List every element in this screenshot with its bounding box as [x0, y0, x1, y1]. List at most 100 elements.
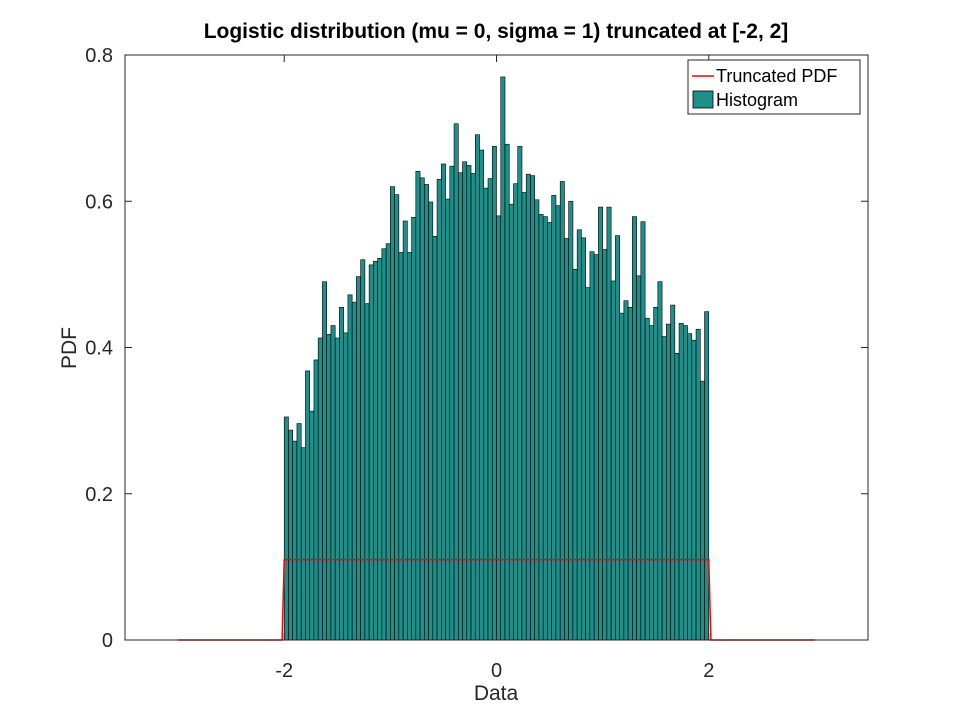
histogram-bar: [385, 243, 391, 641]
histogram-bar: [559, 181, 565, 641]
histogram-bar: [538, 214, 544, 641]
histogram-bar: [479, 149, 485, 641]
plot-area: [124, 54, 869, 641]
histogram-bar: [381, 248, 387, 641]
histogram-bar: [585, 287, 591, 641]
histogram-bar: [530, 175, 536, 641]
histogram-bar: [390, 186, 395, 641]
histogram-bar: [704, 311, 710, 641]
histogram-bar: [619, 312, 625, 641]
histogram-bar: [377, 257, 383, 641]
histogram-bar: [288, 429, 294, 641]
histogram-bar: [411, 217, 417, 641]
histogram-bar: [360, 259, 366, 641]
histogram-bar: [402, 220, 408, 641]
histogram-bar: [674, 353, 680, 641]
y-tick-labels: 0 0.2 0.4 0.6 0.8: [85, 45, 113, 652]
histogram-bar: [504, 143, 510, 641]
histogram-bar: [491, 146, 497, 641]
histogram-bar: [521, 192, 527, 641]
histogram-bar: [300, 447, 306, 641]
histogram-bar: [615, 235, 620, 641]
histogram-bar: [695, 328, 701, 641]
histogram-bar: [407, 252, 412, 641]
histogram-bar: [432, 236, 438, 641]
histogram-bar: [483, 187, 489, 641]
histogram-bar: [632, 216, 637, 641]
histogram-bar: [513, 183, 519, 641]
histogram-bar: [326, 334, 332, 641]
histogram-bar: [555, 205, 561, 641]
histogram-bar: [373, 260, 378, 641]
axis-ticks: [125, 54, 868, 641]
histogram-bar: [691, 339, 697, 641]
histogram-bar: [296, 423, 302, 641]
histogram-bar: [457, 172, 463, 641]
histogram-bar: [576, 229, 582, 641]
histogram-bar: [347, 294, 353, 641]
histogram-bar: [466, 165, 472, 641]
histogram-bar: [334, 337, 340, 641]
histogram-bar: [449, 165, 455, 641]
histogram-bar: [292, 440, 298, 641]
histogram-bar: [610, 280, 616, 641]
histogram-bar: [547, 222, 552, 641]
histogram-bar: [283, 416, 289, 641]
y-tick-label: 0.2: [85, 484, 113, 506]
histogram-bar: [441, 163, 446, 641]
histogram-bar: [351, 301, 357, 641]
histogram-bar: [568, 200, 574, 641]
histogram-bar: [644, 317, 650, 641]
histogram-bar: [445, 198, 451, 641]
histogram-bar: [368, 264, 374, 641]
histogram-bar: [496, 215, 502, 641]
histogram-bar: [322, 281, 327, 641]
y-tick-label: 0.4: [85, 338, 113, 360]
histogram-bars: [283, 76, 710, 641]
histogram-bar: [517, 146, 523, 641]
x-axis-label: Data: [474, 682, 519, 705]
histogram-bar: [364, 303, 370, 641]
y-tick-label: 0.8: [85, 45, 113, 67]
histogram-bar: [551, 195, 557, 641]
histogram-bar: [572, 268, 578, 641]
histogram-bar: [356, 276, 361, 641]
histogram-bar: [462, 161, 468, 641]
histogram-bar: [508, 203, 514, 641]
histogram-bar: [666, 323, 671, 641]
histogram-bar: [343, 332, 349, 641]
histogram-bar: [487, 178, 493, 641]
histogram-bar: [542, 216, 548, 641]
histogram-bar: [564, 238, 569, 641]
histogram-bar: [470, 173, 476, 641]
histogram-bar: [589, 251, 595, 641]
y-tick-label: 0: [102, 630, 113, 652]
histogram-bar: [683, 325, 688, 641]
y-axis-label: PDF: [58, 327, 81, 369]
histogram-bar: [640, 221, 646, 641]
histogram-bar: [305, 370, 310, 641]
histogram-bar: [415, 170, 421, 641]
histogram-bar: [330, 325, 336, 641]
histogram-bar: [474, 134, 480, 641]
histogram-bar: [534, 199, 540, 641]
histogram-bar: [678, 323, 684, 641]
x-tick-label: 0: [491, 660, 502, 682]
x-tick-label: -2: [275, 660, 293, 682]
histogram-bar: [661, 336, 667, 641]
histogram-bar: [419, 177, 425, 641]
histogram-bar: [398, 252, 404, 641]
histogram-bar: [699, 380, 705, 641]
legend-entry-histogram: Histogram: [716, 90, 798, 110]
histogram-bar: [394, 194, 400, 641]
histogram-bar: [653, 306, 659, 641]
x-tick-labels: -2 0 2: [275, 660, 714, 682]
legend-entry-truncated-pdf: Truncated PDF: [716, 66, 837, 86]
histogram-bar: [593, 254, 599, 641]
histogram-bar: [649, 325, 654, 641]
chart-title: Logistic distribution (mu = 0, sigma = 1…: [204, 20, 789, 43]
histogram-bar: [309, 410, 315, 641]
histogram-bar: [424, 184, 429, 641]
histogram-bar: [670, 304, 676, 641]
